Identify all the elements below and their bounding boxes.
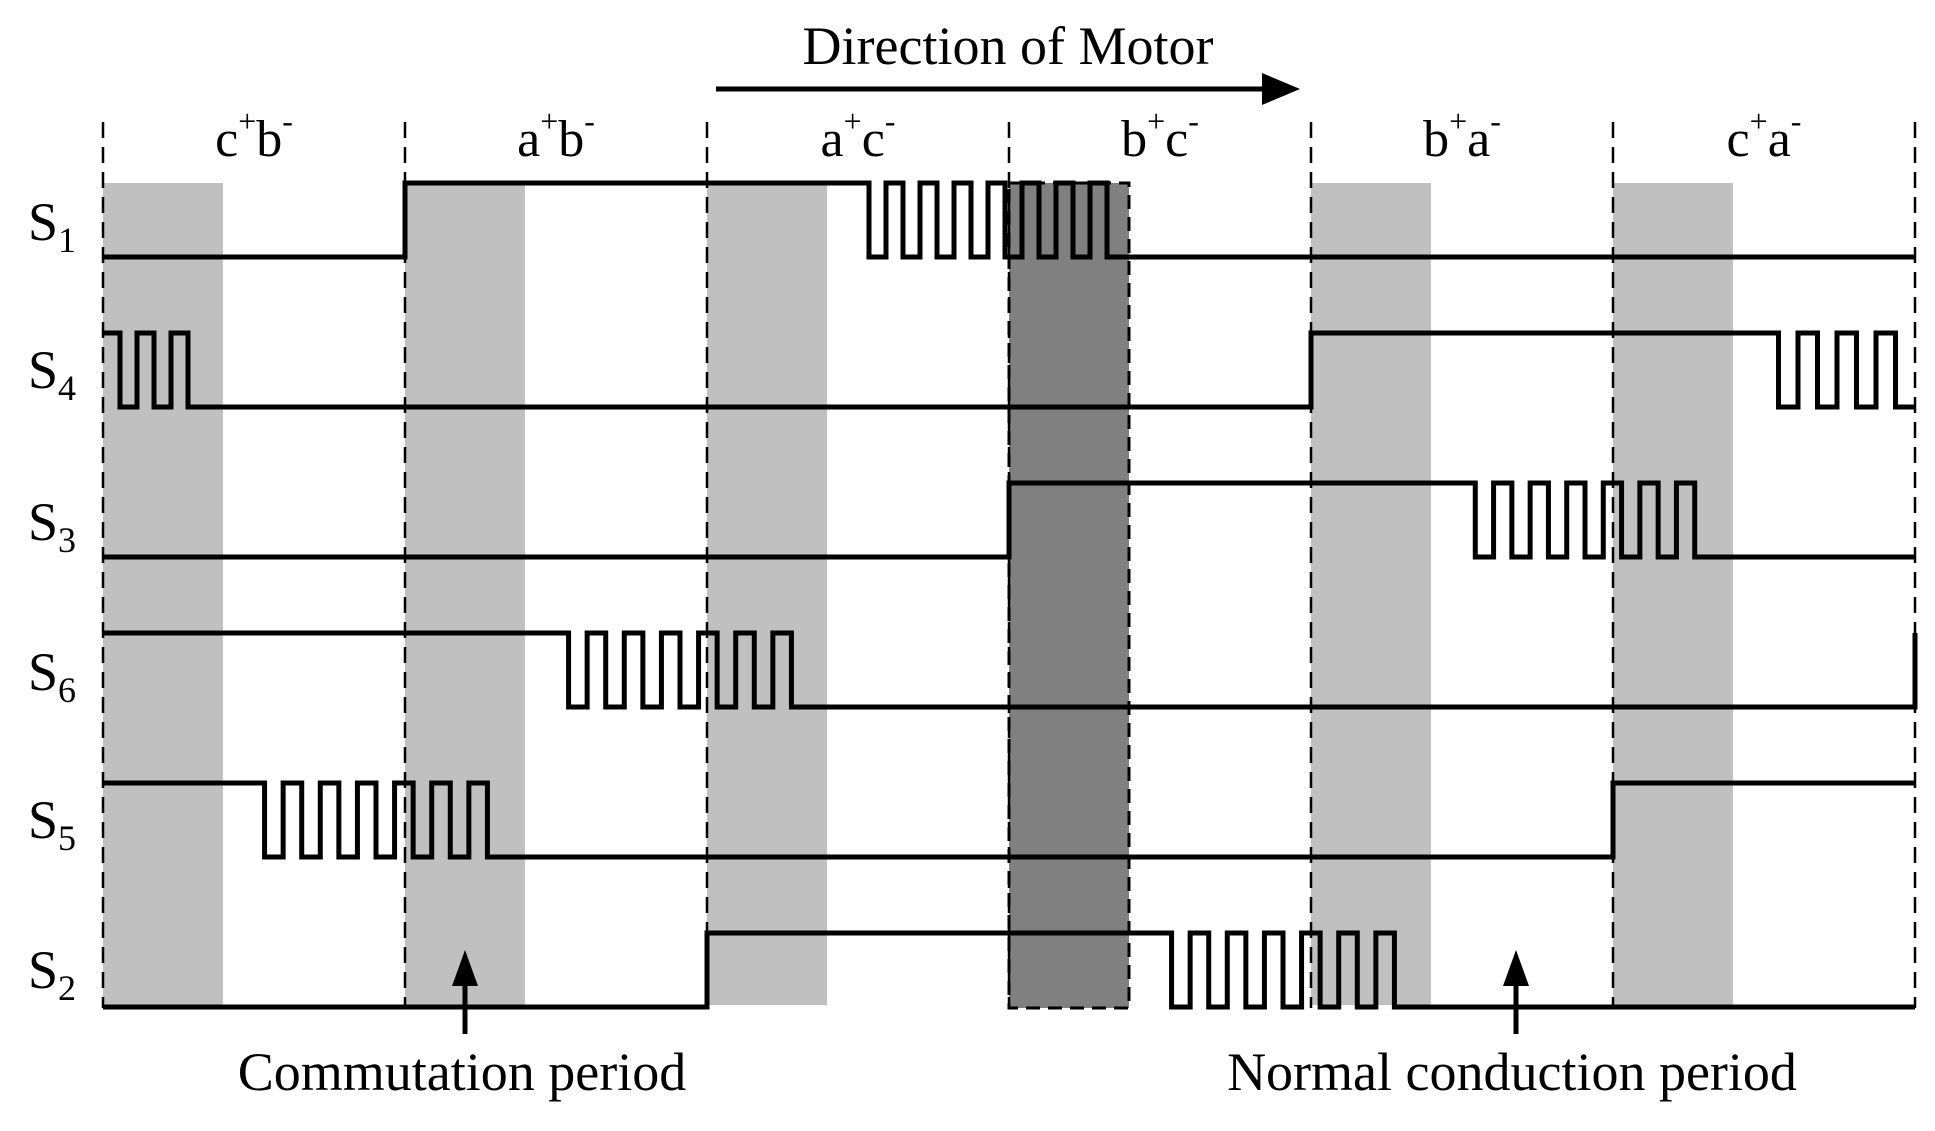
waveform-s4 — [103, 330, 1915, 410]
sector-label-6: c+a- — [1727, 103, 1802, 168]
commutation-period-label: Commutation period — [238, 1042, 686, 1102]
waveform-s3 — [103, 480, 1915, 560]
commutation-shade-2 — [405, 183, 525, 1005]
signal-label-s4: S4 — [28, 340, 76, 408]
sector-label-3: a+c- — [821, 103, 896, 168]
sector-labels: c+b- a+b- a+c- b+c- b+a- c+a- — [215, 103, 1801, 168]
signal-label-s1: S1 — [28, 192, 76, 260]
waveform-s1 — [103, 180, 1915, 260]
waveform-s5 — [103, 780, 1915, 860]
normal-conduction-period-label: Normal conduction period — [1227, 1042, 1797, 1102]
signal-label-s2: S2 — [28, 940, 76, 1008]
commutation-shade-5 — [1613, 183, 1733, 1005]
signal-label-s5: S5 — [28, 790, 76, 858]
signal-label-s6: S6 — [28, 642, 76, 710]
commutation-shading — [103, 183, 1733, 1005]
direction-arrow — [716, 73, 1300, 105]
sector-label-5: b+a- — [1423, 103, 1501, 168]
commutation-shade-3 — [707, 183, 827, 1005]
commutation-shade-1 — [103, 183, 223, 1005]
waveform-s2 — [103, 930, 1915, 1010]
signal-labels: S1 S4 S3 S6 S5 S2 — [28, 192, 76, 1008]
waveform-s6 — [103, 630, 1918, 710]
commutation-period-pointer — [452, 950, 478, 1034]
signal-label-s3: S3 — [28, 492, 76, 560]
normal-arrow-head — [1503, 950, 1529, 986]
switching-waveforms — [103, 180, 1918, 1010]
sector-label-1: c+b- — [215, 103, 293, 168]
direction-arrow-head — [1262, 73, 1300, 105]
sector-label-4: b+c- — [1121, 103, 1199, 168]
commutation-arrow-head — [452, 950, 478, 986]
direction-label: Direction of Motor — [803, 16, 1214, 76]
normal-conduction-pointer — [1503, 950, 1529, 1034]
sector-boundaries — [101, 122, 1917, 1008]
sector-label-2: a+b- — [517, 103, 595, 168]
commutation-shade-4 — [1311, 183, 1431, 1005]
highlighted-commutation-interval — [1007, 181, 1131, 1010]
